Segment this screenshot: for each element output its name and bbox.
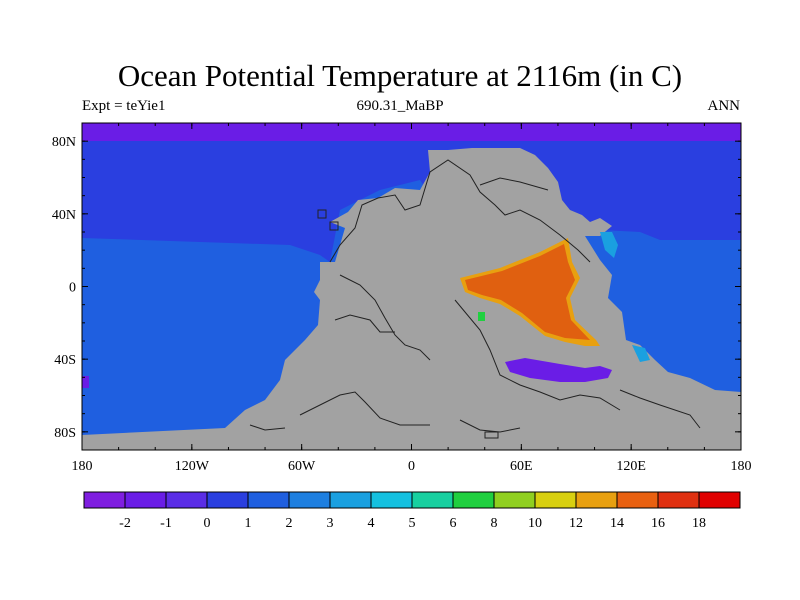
colorbar-swatch (616, 491, 659, 509)
colorbar-swatch (657, 491, 700, 509)
polar-ocean-band (82, 123, 741, 141)
colorbar-label: 10 (528, 516, 542, 531)
time-label: 690.31_MaBP (356, 98, 444, 114)
colorbar-swatch (329, 491, 372, 509)
colorbar-swatch (411, 491, 454, 509)
lat-label: 0 (69, 281, 76, 296)
map-area (81, 122, 742, 451)
lon-label: 60E (510, 459, 533, 474)
colorbar-swatch (124, 491, 167, 509)
lon-label: 0 (408, 459, 415, 474)
warm-inland-sea (465, 244, 590, 340)
colorbar-swatch (165, 491, 208, 509)
coastal-shelf-patch (600, 232, 618, 258)
polar-spot (82, 376, 89, 388)
lat-label: 80S (54, 426, 76, 441)
colorbar-swatch (452, 491, 495, 509)
lat-label: 40S (54, 353, 76, 368)
colorbar-swatch (83, 491, 126, 509)
colorbar-label: 3 (327, 516, 334, 531)
colorbar-swatch (493, 491, 536, 509)
deep-ocean-north (82, 140, 741, 262)
colorbar-label: 12 (569, 516, 583, 531)
axis-tick-labels: 80N 40N 0 40S 80S 180 120W 60W 0 60E 120E 180 (52, 135, 752, 474)
colorbar-swatch (534, 491, 577, 509)
lon-label: 180 (731, 459, 752, 474)
cold-water-band (505, 358, 612, 382)
supercontinent (82, 148, 741, 438)
colorbar-swatch (247, 491, 290, 509)
colorbar-label: 0 (204, 516, 211, 531)
colorbar-label: -2 (119, 516, 131, 531)
colorbar-label: 5 (409, 516, 416, 531)
green-spot (478, 312, 485, 321)
colorbar: -2 -1 0 1 2 3 4 5 6 8 10 12 14 16 18 (83, 491, 741, 531)
colorbar-swatch (370, 491, 413, 509)
axis-ticks (81, 123, 742, 450)
lat-label: 80N (52, 135, 76, 150)
colorbar-swatch (206, 491, 249, 509)
colorbar-label: 4 (368, 516, 375, 531)
coastlines (249, 159, 701, 439)
experiment-label: Expt = teYie1 (82, 98, 166, 114)
colorbar-label: 8 (491, 516, 498, 531)
colorbar-swatch (575, 491, 618, 509)
south-polar-land (82, 436, 741, 450)
lon-label: 120W (175, 459, 210, 474)
colorbar-label: 16 (651, 516, 665, 531)
season-label: ANN (707, 98, 741, 114)
chart-title: Ocean Potential Temperature at 2116m (in… (117, 58, 683, 93)
lon-label: 60W (288, 459, 316, 474)
lat-label: 40N (52, 208, 76, 223)
colorbar-swatch (698, 491, 741, 509)
lon-label: 180 (72, 459, 93, 474)
coastal-shelf-patch-south (632, 345, 650, 362)
colorbar-swatch (288, 491, 331, 509)
colorbar-label: 14 (610, 516, 624, 531)
colorbar-label: 1 (245, 516, 252, 531)
lon-label: 120E (616, 459, 646, 474)
colorbar-label: 2 (286, 516, 293, 531)
colorbar-label: 18 (692, 516, 706, 531)
colorbar-label: 6 (450, 516, 457, 531)
colorbar-label: -1 (160, 516, 172, 531)
